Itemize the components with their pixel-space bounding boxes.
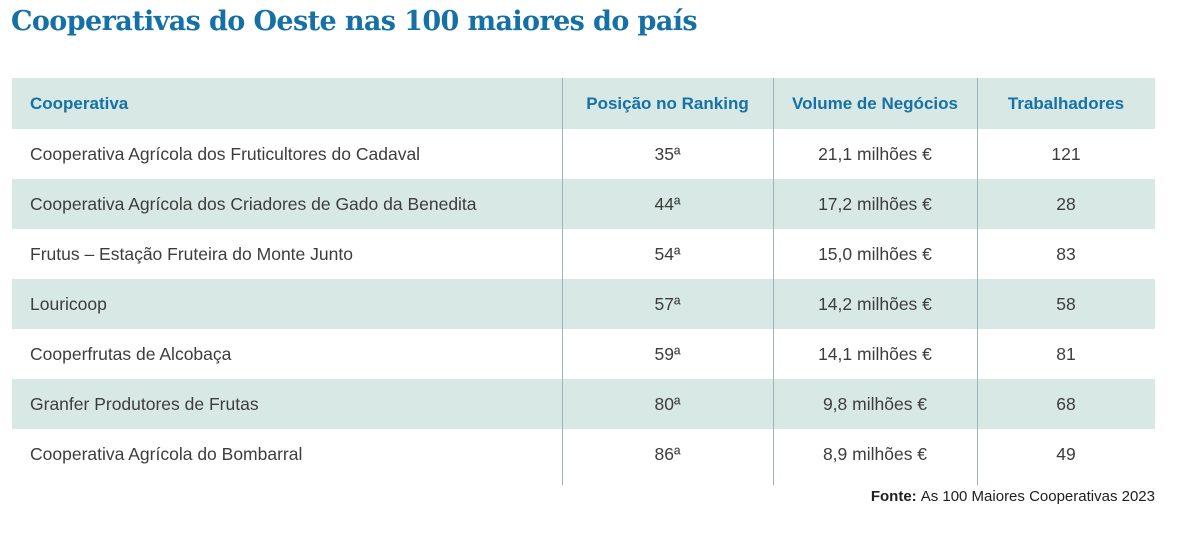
cell-cooperative-name: Louricoop — [12, 279, 562, 329]
column-header-ranking: Posição no Ranking — [562, 78, 773, 129]
source-text: As 100 Maiores Cooperativas 2023 — [920, 488, 1155, 505]
cell-ranking: 44ª — [562, 179, 773, 229]
column-divider — [773, 78, 774, 485]
cell-workers: 81 — [1056, 343, 1076, 364]
table-row: Louricoop 57ª 14,2 milhões € 58 — [12, 279, 1155, 329]
column-header-cooperativa: Cooperativa — [12, 78, 562, 129]
source-label: Fonte: — [870, 488, 917, 505]
cell-ranking: 54ª — [654, 243, 681, 264]
cell-ranking: 80ª — [562, 379, 773, 429]
cell-cooperative-name: Cooperativa Agrícola dos Criadores de Ga… — [12, 179, 562, 229]
column-header-trabalhadores: Trabalhadores — [977, 78, 1155, 129]
cell-cooperative-name: Cooperativa Agrícola dos Fruticultores d… — [30, 143, 421, 164]
cell-workers: 28 — [977, 179, 1155, 229]
cell-volume: 15,0 milhões € — [818, 243, 932, 264]
cell-workers: 49 — [1056, 443, 1076, 464]
cell-workers: 68 — [977, 379, 1155, 429]
table-row: Cooperativa Agrícola dos Fruticultores d… — [12, 129, 1155, 179]
column-divider — [977, 78, 978, 485]
cell-ranking: 59ª — [654, 343, 681, 364]
table-row: Granfer Produtores de Frutas 80ª 9,8 mil… — [12, 379, 1155, 429]
cell-workers: 121 — [1051, 143, 1081, 164]
cell-ranking: 86ª — [654, 443, 681, 464]
source-note: Fonte: As 100 Maiores Cooperativas 2023 — [871, 488, 1155, 505]
cell-cooperative-name: Frutus – Estação Fruteira do Monte Junto — [30, 243, 353, 264]
table-row: Cooperfrutas de Alcobaça 59ª 14,1 milhõe… — [12, 329, 1155, 379]
cell-volume: 9,8 milhões € — [773, 379, 977, 429]
cell-workers: 83 — [1056, 243, 1076, 264]
column-header-volume: Volume de Negócios — [773, 78, 977, 129]
cell-volume: 14,1 milhões € — [818, 343, 932, 364]
table-row: Cooperativa Agrícola do Bombarral 86ª 8,… — [12, 429, 1155, 479]
cell-workers: 58 — [977, 279, 1155, 329]
cell-volume: 14,2 milhões € — [773, 279, 977, 329]
cell-volume: 8,9 milhões € — [822, 443, 928, 464]
cell-volume: 21,1 milhões € — [818, 143, 932, 164]
cell-cooperative-name: Cooperfrutas de Alcobaça — [30, 343, 232, 364]
cell-cooperative-name: Cooperativa Agrícola do Bombarral — [30, 443, 303, 464]
table-header-row: Cooperativa Posição no Ranking Volume de… — [12, 78, 1155, 129]
cell-ranking: 35ª — [654, 143, 681, 164]
table-row: Frutus – Estação Fruteira do Monte Junto… — [12, 229, 1155, 279]
cooperatives-table: Cooperativa Posição no Ranking Volume de… — [12, 78, 1155, 485]
page-title: Cooperativas do Oeste nas 100 maiores do… — [11, 6, 698, 37]
table-row: Cooperativa Agrícola dos Criadores de Ga… — [12, 179, 1155, 229]
cell-volume: 17,2 milhões € — [773, 179, 977, 229]
cell-ranking: 57ª — [562, 279, 773, 329]
column-divider — [562, 78, 563, 485]
cell-cooperative-name: Granfer Produtores de Frutas — [12, 379, 562, 429]
